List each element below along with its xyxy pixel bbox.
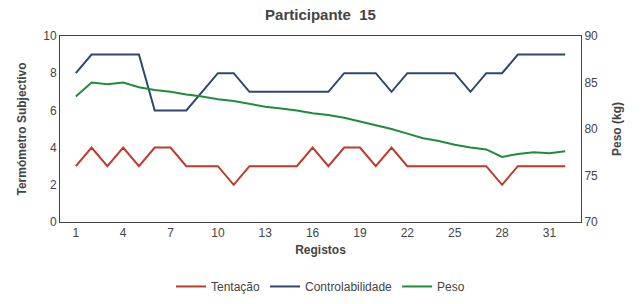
svg-text:22: 22	[401, 226, 415, 240]
svg-text:31: 31	[543, 226, 557, 240]
svg-text:1: 1	[72, 226, 79, 240]
svg-text:Peso (kg): Peso (kg)	[610, 102, 624, 156]
svg-text:28: 28	[495, 226, 509, 240]
svg-text:7: 7	[167, 226, 174, 240]
svg-text:0: 0	[50, 215, 57, 229]
svg-text:85: 85	[584, 76, 598, 90]
svg-text:25: 25	[448, 226, 462, 240]
svg-text:8: 8	[50, 66, 57, 80]
svg-text:75: 75	[584, 169, 598, 183]
svg-text:Tentação: Tentação	[211, 280, 260, 294]
svg-text:13: 13	[259, 226, 273, 240]
svg-text:Participante 15: Participante 15	[265, 6, 376, 23]
svg-text:90: 90	[584, 29, 598, 43]
svg-text:6: 6	[50, 104, 57, 118]
svg-text:70: 70	[584, 215, 598, 229]
svg-text:Registos: Registos	[295, 243, 346, 257]
svg-text:10: 10	[211, 226, 225, 240]
svg-text:Peso: Peso	[437, 280, 465, 294]
svg-text:16: 16	[306, 226, 320, 240]
svg-text:2: 2	[50, 178, 57, 192]
svg-text:4: 4	[50, 141, 57, 155]
svg-text:19: 19	[353, 226, 367, 240]
svg-text:80: 80	[584, 122, 598, 136]
svg-text:Controlabilidade: Controlabilidade	[305, 280, 392, 294]
svg-text:Termómetro Subjectivo: Termómetro Subjectivo	[15, 62, 29, 195]
svg-text:10: 10	[43, 29, 57, 43]
svg-text:4: 4	[120, 226, 127, 240]
